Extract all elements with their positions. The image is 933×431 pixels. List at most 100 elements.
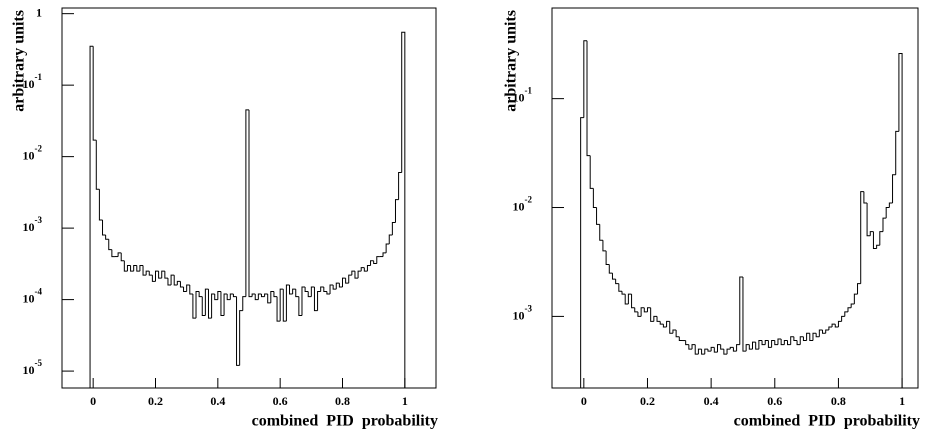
histogram-bin	[310, 286, 315, 297]
y-tick-label: 1	[36, 5, 42, 19]
histogram-bin	[888, 202, 893, 208]
histogram-bin	[214, 293, 218, 301]
histogram-bin	[366, 264, 371, 272]
histogram-bin	[376, 256, 380, 264]
histogram-bin	[292, 288, 296, 294]
histogram-bin	[876, 244, 880, 249]
histogram-bin	[357, 270, 362, 279]
histogram-bin	[653, 315, 658, 322]
y-tick-label: 10-3	[23, 215, 43, 234]
histogram-bin	[382, 252, 387, 257]
histogram-bin	[273, 291, 278, 298]
histogram-bin	[298, 296, 302, 316]
histogram-bin	[211, 293, 215, 319]
y-tick-label: 10-2	[513, 195, 533, 214]
histogram-bin	[332, 285, 337, 290]
histogram-bin	[304, 287, 309, 292]
histogram-bin	[602, 240, 607, 252]
histogram-bin	[217, 290, 221, 300]
histogram-bin	[139, 264, 144, 272]
x-tick-label: 0.2	[148, 394, 163, 408]
histogram-bin	[186, 284, 190, 292]
histogram-bin	[589, 155, 594, 189]
histogram-bin	[229, 293, 234, 300]
histogram-bin	[394, 199, 399, 223]
histogram-bin	[863, 191, 868, 204]
histogram-bin	[201, 296, 206, 316]
x-tick-label: 0.6	[767, 394, 782, 408]
histogram-bin	[834, 324, 839, 328]
histogram-bin	[167, 278, 172, 286]
histogram-bin	[326, 291, 331, 295]
histogram-bin	[120, 252, 125, 262]
histogram-bin	[207, 289, 212, 319]
histogram-bin	[608, 264, 613, 274]
histogram-bin	[723, 349, 728, 355]
histogram-bin	[755, 342, 759, 350]
histogram-bin	[373, 260, 377, 264]
histogram-bin	[148, 271, 153, 276]
histogram-bin	[646, 307, 651, 312]
x-tick-label: 0.2	[640, 394, 655, 408]
y-tick-label: 10-1	[23, 72, 43, 91]
histogram-bin	[812, 332, 817, 341]
histogram-bin	[158, 271, 162, 279]
histogram-bin	[605, 250, 610, 265]
histogram-bin	[189, 285, 193, 295]
histogram-bin	[704, 348, 708, 355]
histogram-bin	[289, 285, 293, 295]
histogram-bin	[678, 336, 683, 342]
histogram-bin	[701, 349, 705, 355]
histogram-bin	[691, 344, 696, 350]
histogram-bin	[248, 109, 253, 298]
y-tick-label: 10-5	[23, 358, 43, 377]
histogram-bin	[637, 311, 642, 317]
histogram-bin	[694, 344, 699, 355]
histogram-bin	[790, 336, 794, 345]
histogram-bin	[815, 333, 820, 338]
histogram-bin	[335, 282, 340, 290]
histogram-bin	[130, 265, 134, 272]
histogram-bin	[320, 286, 324, 292]
histogram-bin	[391, 221, 396, 236]
histogram-bin	[151, 275, 156, 282]
histogram-bin	[853, 293, 858, 304]
histogram-bin	[774, 340, 778, 346]
histogram-bin	[108, 239, 112, 251]
histogram-bin	[198, 291, 203, 298]
histogram-bin	[279, 288, 284, 322]
histogram-bin	[898, 52, 903, 388]
histogram-bin	[806, 332, 810, 341]
histogram-bin	[627, 293, 632, 304]
histogram-bin	[254, 293, 259, 301]
histogram-bin	[596, 207, 600, 225]
histogram-bin	[872, 231, 877, 250]
histogram-bin	[860, 191, 864, 284]
histogram-bin	[825, 329, 829, 334]
histogram-bin	[301, 286, 306, 316]
histogram-bin	[643, 307, 648, 313]
histogram-bin	[844, 311, 848, 317]
y-axis-label: arbitrary units	[503, 10, 520, 112]
histogram-bin	[195, 290, 200, 319]
histogram-bin	[783, 340, 788, 345]
histogram-bin	[707, 349, 712, 352]
histogram-bin	[809, 333, 813, 342]
histogram-bin	[624, 294, 629, 305]
histogram-bin	[179, 281, 184, 288]
histogram-bin	[640, 307, 645, 317]
histogram-bin	[666, 320, 670, 327]
histogram-bin	[599, 224, 603, 241]
histogram-bin	[176, 280, 181, 286]
histogram-bin	[270, 290, 274, 303]
histogram-bin	[736, 344, 740, 352]
histogram-bin	[133, 264, 137, 272]
y-tick-label: 10-1	[513, 86, 533, 105]
plot-frame	[61, 7, 437, 389]
histogram-bin	[226, 293, 231, 301]
histogram-bin	[802, 336, 807, 342]
histogram-bin	[385, 243, 390, 253]
histogram-bin	[758, 340, 763, 350]
histogram-bin	[879, 231, 883, 246]
